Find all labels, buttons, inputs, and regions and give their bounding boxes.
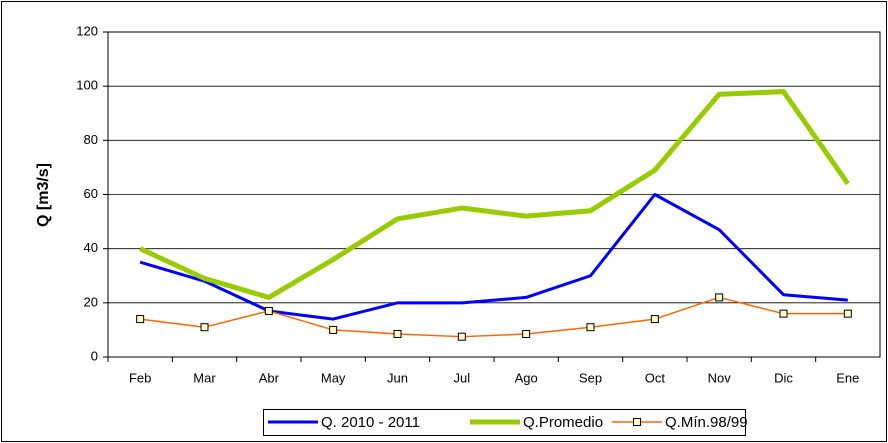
series-line — [139, 193, 848, 321]
x-tick-label: Oct — [645, 370, 666, 385]
y-tick-label: 0 — [91, 348, 98, 363]
x-tick-label: Ene — [836, 370, 859, 385]
legend-label: Q.Mín.98/99 — [665, 414, 748, 431]
point-marker — [843, 309, 852, 318]
point-marker — [650, 315, 659, 324]
y-tick-label: 80 — [84, 132, 98, 147]
series-line — [139, 89, 850, 300]
x-tick-label: Sep — [579, 370, 602, 385]
x-tick-label: May — [321, 370, 346, 385]
series-line — [140, 296, 848, 338]
y-tick-label: 100 — [76, 78, 98, 93]
point-marker — [779, 309, 788, 318]
point-marker — [457, 332, 466, 341]
x-tick-label: Jun — [387, 370, 408, 385]
x-tick-label: Nov — [708, 370, 732, 385]
point-marker — [264, 306, 273, 315]
x-tick-label: Jul — [454, 370, 471, 385]
y-axis-label: Q [m3/s] — [35, 163, 52, 227]
legend-marker — [633, 418, 641, 426]
y-tick-label: 60 — [84, 186, 98, 201]
x-tick-label: Feb — [129, 370, 151, 385]
y-tick-label: 20 — [84, 294, 98, 309]
point-marker — [715, 293, 724, 302]
legend-label: Q.Promedio — [523, 414, 603, 431]
x-tick-label: Dic — [774, 370, 793, 385]
point-marker — [586, 323, 595, 332]
x-tick-label: Abr — [259, 370, 280, 385]
x-tick-label: Mar — [193, 370, 216, 385]
y-tick-label: 120 — [76, 23, 98, 38]
point-marker — [393, 329, 402, 338]
y-tick-label: 40 — [84, 240, 98, 255]
point-marker — [522, 329, 531, 338]
legend-label: Q. 2010 - 2011 — [321, 414, 420, 431]
point-marker — [200, 323, 209, 332]
x-tick-label: Ago — [515, 370, 538, 385]
point-marker — [329, 325, 338, 334]
point-marker — [136, 315, 145, 324]
